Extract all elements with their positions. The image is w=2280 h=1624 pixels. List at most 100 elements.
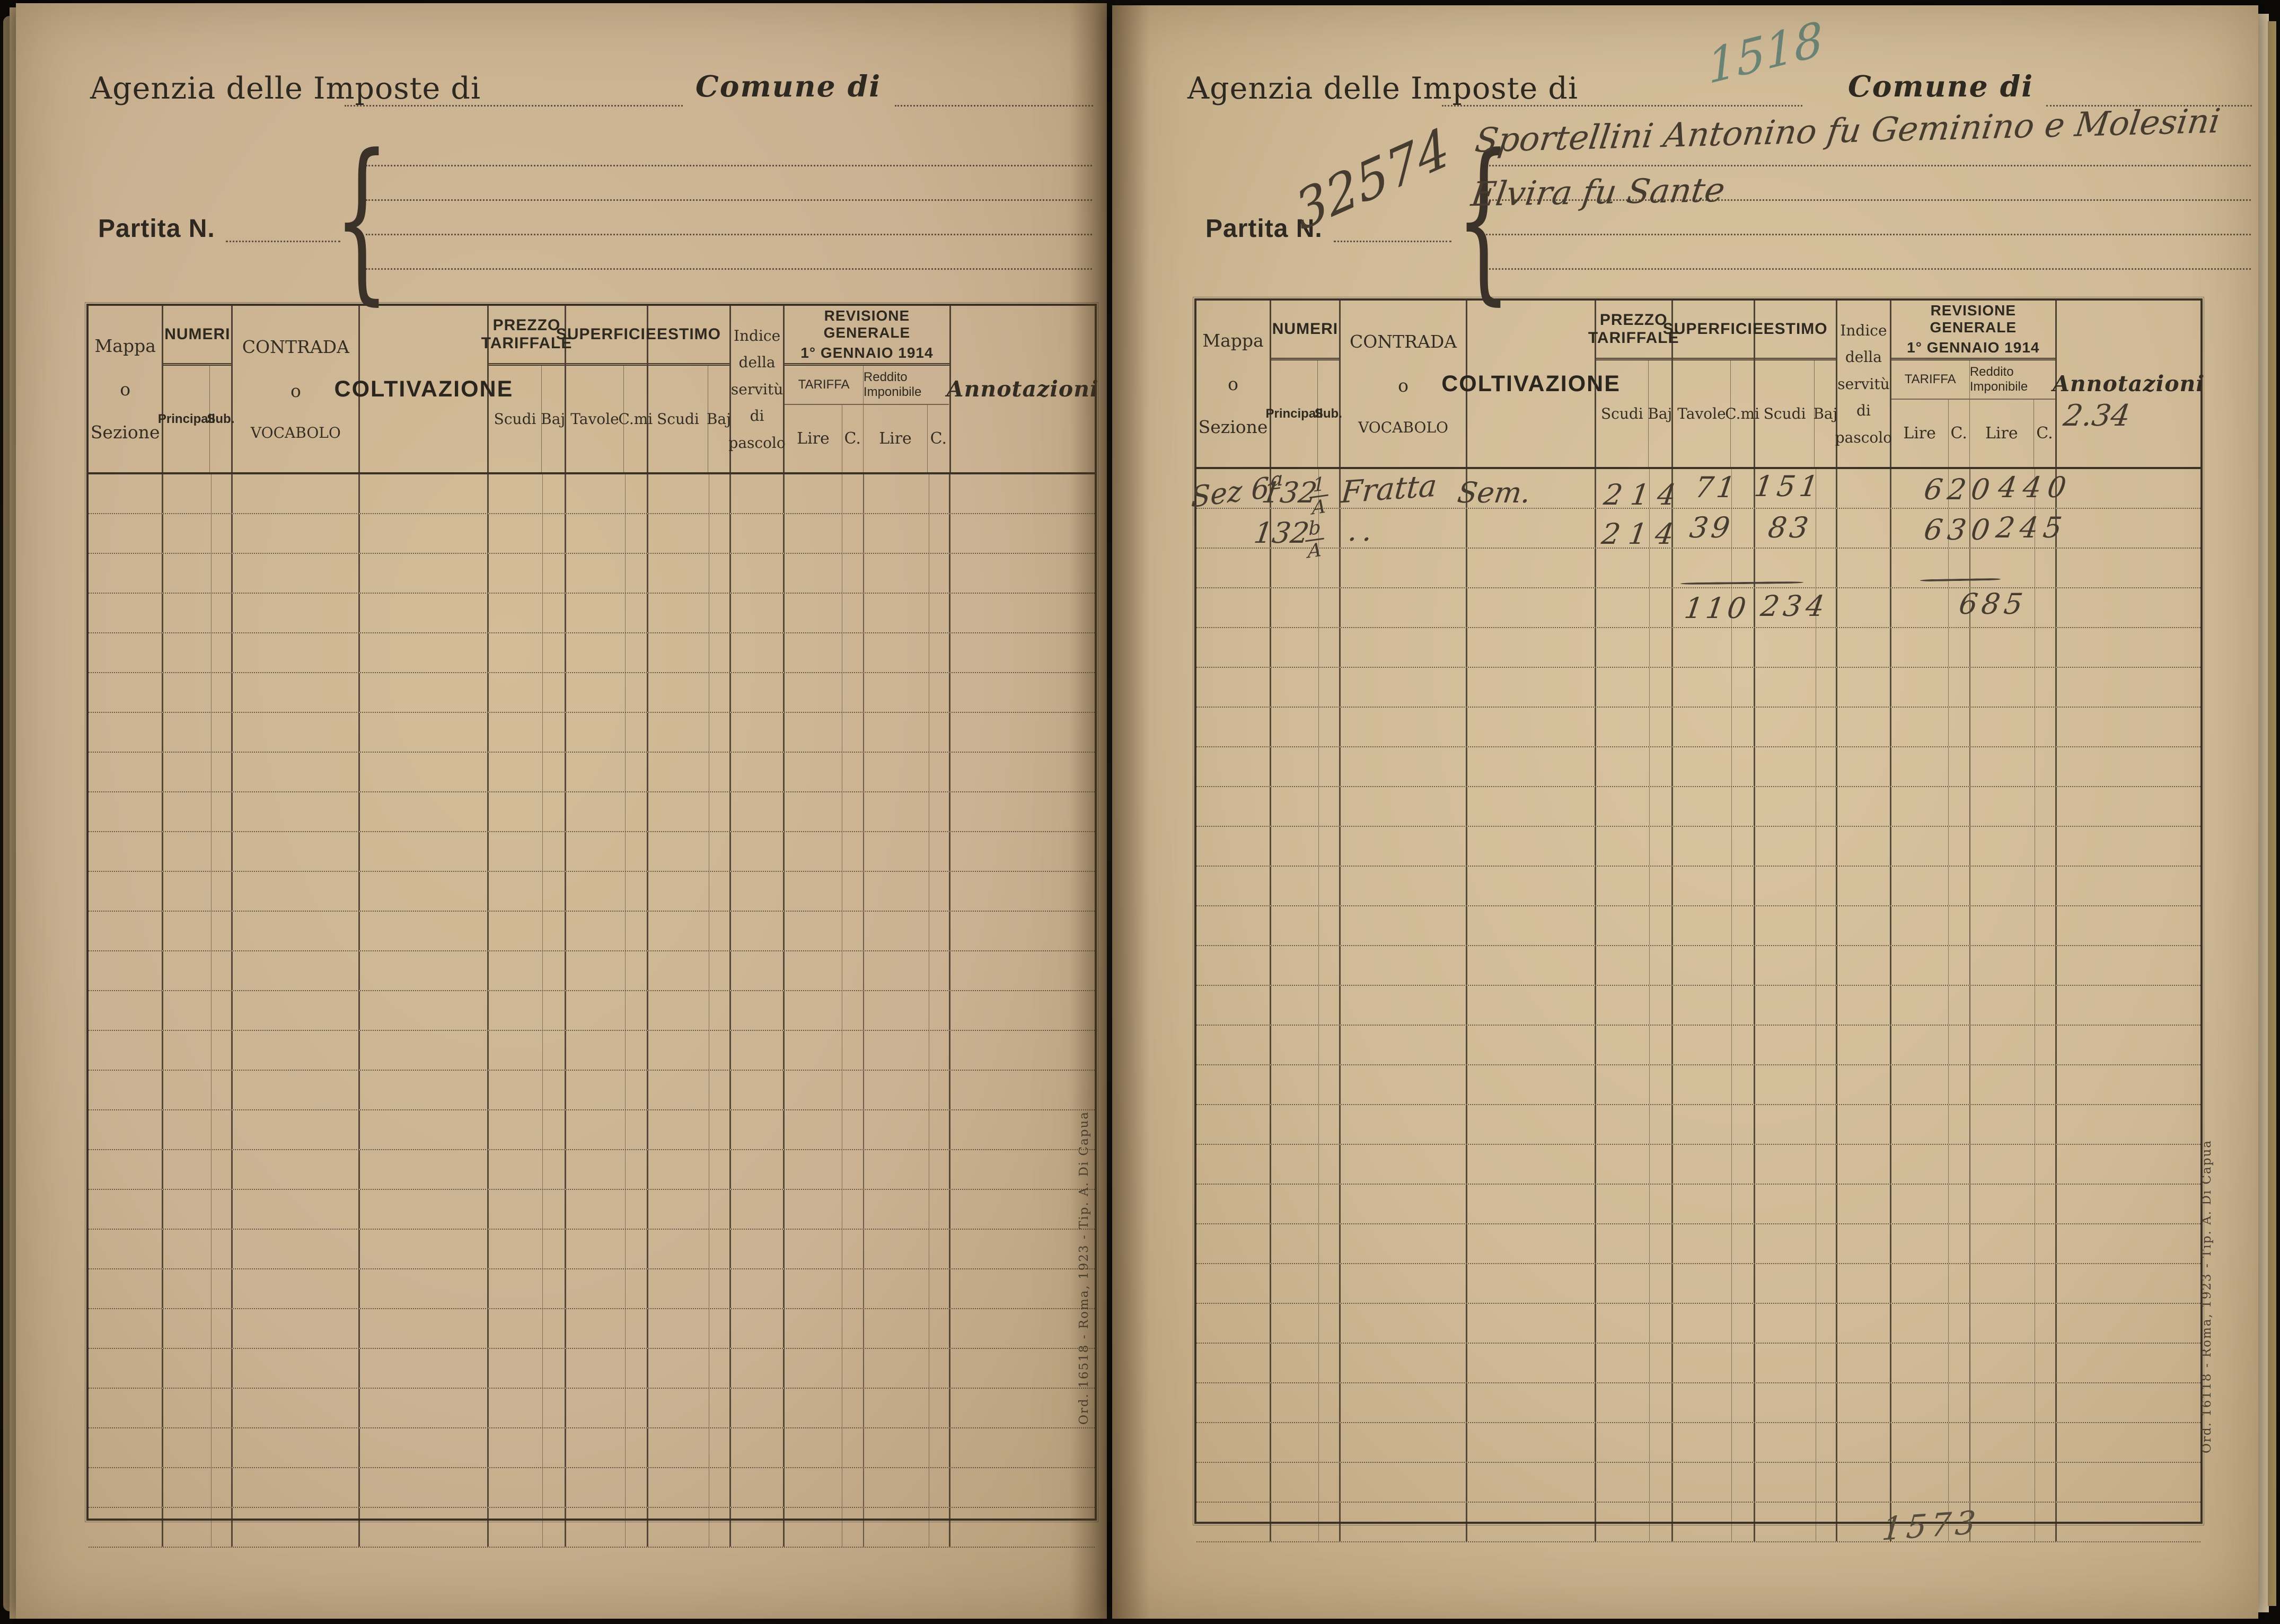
cell-annotazioni <box>950 753 1094 791</box>
cell-coltivazione <box>360 991 489 1030</box>
cell-superficie-cmi <box>626 1389 649 1427</box>
cell-prezzo-baj <box>1650 1145 1673 1184</box>
cell-mappa <box>89 1389 164 1427</box>
cell-superficie-tavole <box>1673 1224 1732 1263</box>
cell-prezzo-baj <box>543 1468 566 1507</box>
cell-prezzo-baj <box>543 1428 566 1467</box>
cell-mappa <box>89 1230 164 1268</box>
cell-reddito-c <box>2035 827 2057 866</box>
header-label-c: C. <box>1949 400 1970 467</box>
cell-reddito-c <box>929 753 951 791</box>
header-label-sub: Sub. <box>207 411 235 426</box>
cell-reddito-c <box>2035 906 2057 945</box>
cell-tariffa-c <box>842 1190 865 1229</box>
cell-coltivazione <box>1467 668 1596 707</box>
header-label-tavole: Tavole <box>566 366 624 472</box>
printer-imprint: Ord. 16118 - Roma, 1923 - Tip. A. Di Cap… <box>2200 1140 2214 1453</box>
cell-estimo-baj <box>709 1071 731 1109</box>
cell-prezzo-scudi <box>489 1110 543 1149</box>
paper-stack-edge <box>2257 14 2269 1612</box>
cell-mappa <box>1196 827 1272 866</box>
cell-tariffa-lire <box>785 554 843 593</box>
cell-estimo-scudi <box>1755 628 1816 667</box>
cell-annotazioni <box>2057 946 2200 985</box>
cell-reddito-c <box>929 1269 951 1308</box>
table-row <box>1196 1264 2200 1304</box>
cadastral-table: Mappa o Sezione NUMERI Principali Sub. C… <box>85 302 1098 1548</box>
table-row <box>1196 787 2200 827</box>
cell-estimo-scudi <box>648 514 709 553</box>
cell-numero-sub <box>1319 1026 1341 1064</box>
cell-estimo-scudi <box>648 991 709 1030</box>
cell-annotazioni <box>950 673 1094 712</box>
cell-tariffa-c <box>842 1031 865 1070</box>
cell-reddito-lire <box>864 1349 929 1388</box>
cell-annotazioni <box>2057 1065 2200 1104</box>
cell-superficie-cmi <box>626 1508 649 1547</box>
cell-mappa <box>89 872 164 911</box>
cell-indice <box>1837 588 1891 627</box>
cell-contrada <box>233 554 360 593</box>
cell-superficie-tavole <box>566 1468 626 1507</box>
cell-coltivazione <box>1467 906 1596 945</box>
cell-coltivazione <box>1467 867 1596 905</box>
cell-mappa <box>89 753 164 791</box>
cell-coltivazione <box>1467 1026 1596 1064</box>
cell-mappa <box>89 1110 164 1149</box>
cell-tariffa-c <box>842 1269 865 1308</box>
cell-annotazioni <box>2057 1224 2200 1263</box>
cell-mappa <box>89 951 164 990</box>
cell-prezzo-scudi <box>489 1031 543 1070</box>
cell-indice <box>1837 1344 1891 1382</box>
cell-reddito-c <box>929 1190 951 1229</box>
cell-numero-sub <box>212 991 233 1030</box>
cell-estimo-baj <box>709 713 731 752</box>
cell-tariffa-c <box>1949 946 1971 985</box>
header-label-sub: Sub. <box>1314 406 1342 421</box>
cell-coltivazione <box>1467 509 1596 548</box>
cell-coltivazione <box>1467 1264 1596 1303</box>
cell-tariffa-c <box>1949 549 1971 587</box>
cell-annotazioni <box>950 792 1094 831</box>
cell-contrada <box>233 1031 360 1070</box>
ledger-page-left: Agenzia delle Imposte di Comune di Parti… <box>16 3 1107 1619</box>
cell-tariffa-c <box>842 832 865 871</box>
cell-annotazioni <box>950 554 1094 593</box>
cell-reddito-lire <box>1970 668 2036 707</box>
cell-indice <box>1837 1423 1891 1462</box>
table-row <box>89 1230 1095 1269</box>
cell-reddito-c <box>929 474 951 513</box>
cell-tariffa-c <box>842 1468 865 1507</box>
cell-numero-principale <box>163 673 212 712</box>
cell-estimo-baj <box>709 1468 731 1507</box>
table-row <box>89 1110 1095 1150</box>
cell-indice <box>1837 906 1891 945</box>
cell-tariffa-lire <box>785 1349 843 1388</box>
cell-annotazioni <box>950 872 1094 911</box>
cell-coltivazione <box>360 753 489 791</box>
header-label-scudi: Scudi <box>489 366 542 472</box>
cell-superficie-cmi <box>626 1031 649 1070</box>
cell-estimo-scudi <box>648 1071 709 1109</box>
cell-estimo-baj <box>1816 1383 1838 1422</box>
cell-superficie-tavole <box>566 1031 626 1070</box>
cell-estimo-scudi <box>648 951 709 990</box>
cell-coltivazione <box>360 912 489 950</box>
cell-numero-sub <box>1319 1105 1341 1144</box>
header-label: Sezione <box>90 421 160 443</box>
cell-superficie-tavole <box>566 951 626 990</box>
cell-estimo-scudi <box>1755 1145 1816 1184</box>
cell-tariffa-c <box>1949 867 1971 905</box>
cell-reddito-c <box>2035 946 2057 985</box>
cell-numero-sub <box>212 1309 233 1348</box>
table-row <box>89 1190 1095 1230</box>
cell-reddito-lire <box>864 1309 929 1348</box>
holder-line <box>366 165 1092 201</box>
header-label-c: C. <box>930 429 947 448</box>
cell-estimo-baj <box>709 554 731 593</box>
cell-numero-sub <box>212 633 233 672</box>
cell-reddito-c <box>2035 1383 2057 1422</box>
cell-numero-sub <box>1319 747 1341 786</box>
handwritten-reddito: 245 <box>1994 511 2070 544</box>
cell-indice <box>1837 1383 1891 1422</box>
